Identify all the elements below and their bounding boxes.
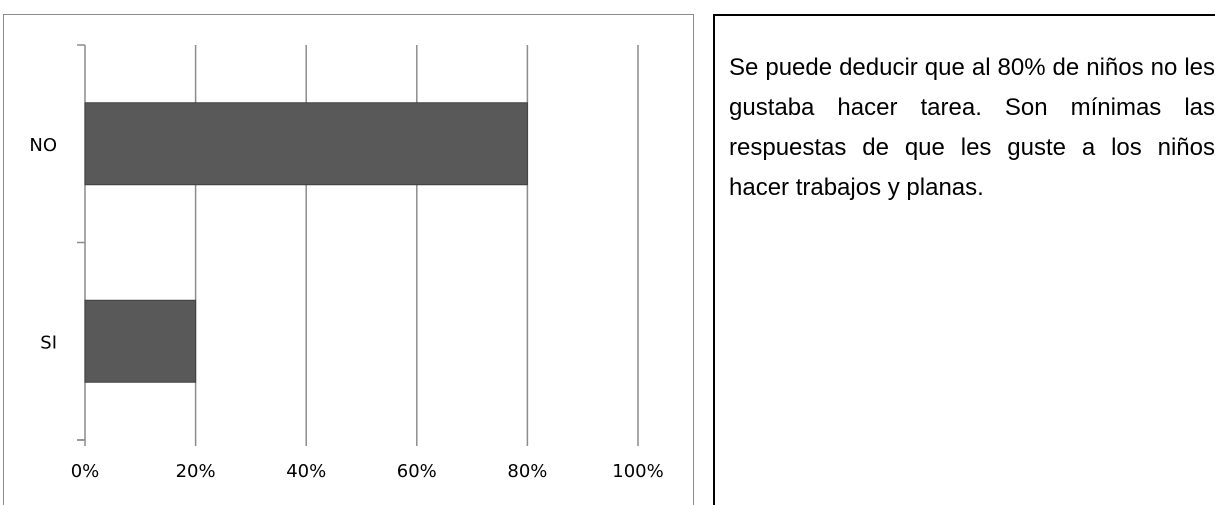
- bar-si: [84, 299, 197, 383]
- bars: [84, 102, 528, 383]
- chart-frame: [3, 14, 694, 505]
- x-tick-label: 60%: [397, 461, 437, 482]
- x-tick-label: 20%: [176, 461, 216, 482]
- y-category-label: SI: [40, 332, 57, 353]
- x-tick-label: 80%: [507, 461, 547, 482]
- description-box: Se puede deducir que al 80% de niños no …: [713, 14, 1215, 505]
- x-tick-label: 100%: [612, 461, 663, 482]
- bar-no: [84, 102, 528, 186]
- description-text: Se puede deducir que al 80% de niños no …: [729, 54, 1215, 201]
- x-tick-label: 0%: [71, 461, 100, 482]
- tick-labels: 0% 20% 40% 60% 80% 100% NO SI: [29, 135, 663, 482]
- bar-chart: 0% 20% 40% 60% 80% 100% NO SI: [29, 44, 664, 482]
- y-category-label: NO: [29, 135, 57, 156]
- x-tick-label: 40%: [286, 461, 326, 482]
